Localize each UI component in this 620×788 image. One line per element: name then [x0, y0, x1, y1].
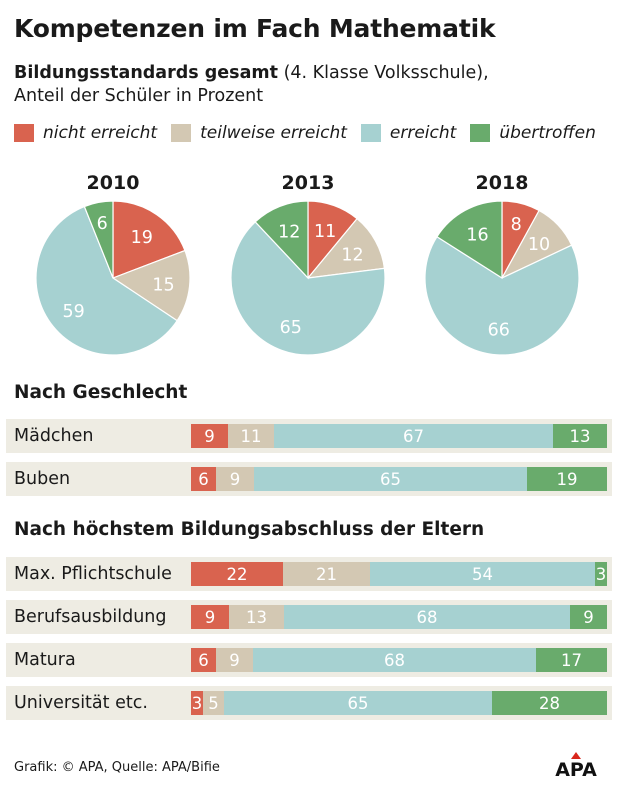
- pie-slice-label: 10: [528, 235, 550, 255]
- section-title-education: Nach höchstem Bildungsabschluss der Elte…: [14, 519, 485, 540]
- apa-logo-triangle: [571, 752, 581, 759]
- bar-row-label: Universität etc.: [14, 693, 148, 713]
- pie-slice: [230, 221, 386, 356]
- pie-slice: [112, 200, 186, 279]
- bar-segment: 54: [370, 562, 595, 586]
- bar-segment: 6: [191, 467, 216, 491]
- stacked-bar: 6 9 65 19: [191, 467, 607, 491]
- legend-item: erreicht: [360, 123, 457, 143]
- subtitle-rest: (4. Klasse Volksschule),: [278, 63, 489, 83]
- bar-segment: 17: [536, 648, 607, 672]
- bar-row-label: Berufsausbildung: [14, 607, 167, 627]
- apa-logo-text: APA: [555, 759, 597, 778]
- bar-segment: 3: [595, 562, 607, 586]
- pie-2018: 2018 8 10 66 16: [424, 172, 580, 356]
- bar-row: Buben 6 9 65 19: [6, 462, 612, 496]
- bar-row-label: Buben: [14, 469, 71, 489]
- pie-slice-label: 11: [314, 222, 336, 242]
- bar-segment: 9: [191, 605, 229, 629]
- bar-segment: 65: [224, 691, 492, 715]
- stacked-bar: 9 11 67 13: [191, 424, 607, 448]
- stacked-bar: 9 13 68 9: [191, 605, 607, 629]
- bar-row: Berufsausbildung 9 13 68 9: [6, 600, 612, 634]
- page-title: Kompetenzen im Fach Mathematik: [14, 14, 496, 43]
- pie-slice: [436, 200, 503, 280]
- pie-slice-label: 19: [131, 228, 153, 248]
- pie-year-label: 2018: [476, 172, 529, 194]
- pie-slice: [254, 200, 309, 280]
- bar-row: Mädchen 9 11 67 13: [6, 419, 612, 453]
- pie-slice-label: 65: [280, 318, 302, 338]
- bar-segment: 19: [527, 467, 607, 491]
- apa-logo: APA: [555, 752, 597, 778]
- bar-segment: 13: [229, 605, 284, 629]
- bar-segment: 3: [191, 691, 203, 715]
- pie-year-label: 2010: [87, 172, 140, 194]
- bar-segment: 67: [274, 424, 553, 448]
- subtitle: Bildungsstandards gesamt (4. Klasse Volk…: [14, 62, 489, 108]
- bar-segment: 9: [191, 424, 228, 448]
- bar-segment: 28: [492, 691, 607, 715]
- legend-label: nicht erreicht: [43, 123, 158, 143]
- bar-segment: 21: [283, 562, 370, 586]
- pie-slice-label: 8: [511, 215, 522, 235]
- bar-row-label: Mädchen: [14, 426, 94, 446]
- pie-slice-label: 66: [488, 321, 510, 341]
- legend-item: übertroffen: [470, 123, 596, 143]
- pie-slice-label: 12: [278, 223, 300, 243]
- bar-segment: 65: [254, 467, 527, 491]
- pie-slice-label: 59: [62, 302, 84, 322]
- bar-segment: 11: [228, 424, 274, 448]
- legend-item: teilweise erreicht: [171, 123, 347, 143]
- legend-label: erreicht: [389, 123, 457, 143]
- bar-segment: 13: [553, 424, 607, 448]
- legend-item: nicht erreicht: [14, 123, 157, 143]
- bar-row: Matura 6 9 68 17: [6, 643, 612, 677]
- stacked-bar: 6 9 68 17: [191, 648, 607, 672]
- bar-row: Max. Pflichtschule 22 21 54 3: [6, 557, 612, 591]
- pie-year-label: 2013: [282, 172, 335, 194]
- bar-segment: 6: [191, 648, 216, 672]
- stacked-bar: 22 21 54 3: [191, 562, 607, 586]
- section-title-gender: Nach Geschlecht: [14, 382, 188, 403]
- subtitle-line2: Anteil der Schüler in Prozent: [14, 86, 264, 106]
- bar-segment: 22: [191, 562, 283, 586]
- pie-2010: 2010 19 15 59 6: [35, 172, 191, 356]
- pie-slice-label: 6: [97, 214, 108, 234]
- pie-slice-label: 12: [341, 246, 363, 266]
- footer-credit: Grafik: © APA, Quelle: APA/Bifie: [14, 760, 220, 775]
- legend-label: übertroffen: [499, 123, 596, 143]
- stacked-bar: 3 5 65 28: [191, 691, 607, 715]
- bar-segment: 5: [203, 691, 224, 715]
- pie-slice: [111, 249, 191, 322]
- legend-swatch: [360, 124, 381, 142]
- legend: nicht erreicht teilweise erreicht erreic…: [14, 122, 610, 144]
- pie-slice: [424, 235, 580, 356]
- legend-label: teilweise erreicht: [200, 123, 347, 143]
- bar-row-label: Matura: [14, 650, 76, 670]
- bar-segment: 9: [216, 467, 254, 491]
- pie-slice: [35, 205, 178, 356]
- pie-slice-label: 16: [466, 226, 488, 246]
- bar-segment: 9: [570, 605, 607, 629]
- bar-row: Universität etc. 3 5 65 28: [6, 686, 612, 720]
- bar-row-label: Max. Pflichtschule: [14, 564, 172, 584]
- bar-segment: 9: [216, 648, 253, 672]
- legend-swatch: [470, 124, 491, 142]
- legend-swatch: [14, 124, 34, 142]
- subtitle-bold: Bildungsstandards gesamt: [14, 63, 278, 83]
- pie-slice-label: 15: [152, 276, 174, 296]
- legend-swatch: [171, 124, 192, 142]
- subtitle-line1: Bildungsstandards gesamt (4. Klasse Volk…: [14, 62, 489, 85]
- pie-slice: [83, 200, 114, 279]
- bar-segment: 68: [253, 648, 536, 672]
- bar-segment: 68: [284, 605, 570, 629]
